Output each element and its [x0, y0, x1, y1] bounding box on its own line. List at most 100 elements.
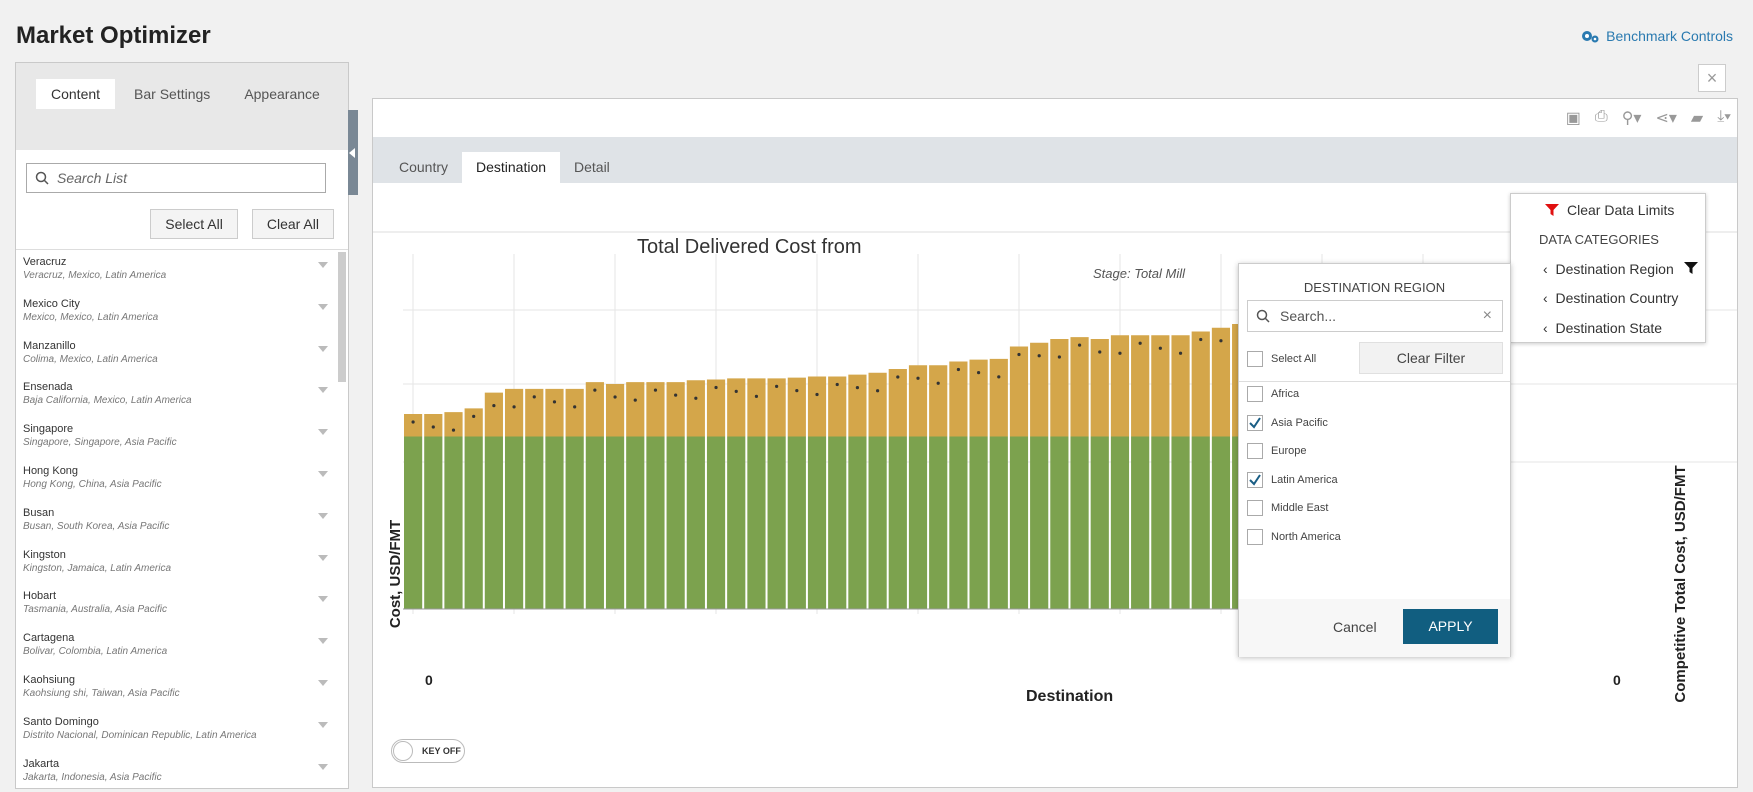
bar-top: [545, 388, 564, 437]
cost-marker: [694, 396, 698, 400]
cost-marker: [451, 428, 456, 432]
cost-marker: [573, 405, 577, 409]
bar-top: [807, 376, 827, 437]
bar-top: [888, 369, 907, 437]
cost-marker: [552, 400, 557, 404]
select-all-checkbox[interactable]: [1247, 351, 1263, 367]
list-item[interactable]: Cartagena Bolivar, Colombia, Latin Americ…: [16, 626, 348, 668]
chevron-down-icon[interactable]: [318, 638, 328, 645]
list-item[interactable]: Jakarta Jakarta, Indonesia, Asia Pacific: [16, 752, 348, 788]
list-item[interactable]: Kingston Kingston, Jamaica, Latin America: [16, 543, 348, 585]
chevron-down-icon[interactable]: [318, 470, 328, 477]
bar-top: [1070, 337, 1089, 437]
chevron-down-icon[interactable]: [318, 512, 328, 519]
tab-appearance[interactable]: Appearance: [244, 86, 320, 102]
bar-top: [444, 412, 463, 437]
tab-destination[interactable]: Destination: [462, 152, 561, 183]
cancel-button[interactable]: Cancel: [1333, 619, 1377, 635]
toggle-knob: [393, 741, 413, 761]
region-checkbox[interactable]: [1247, 471, 1263, 488]
chevron-down-icon[interactable]: [318, 763, 328, 770]
chevron-down-icon[interactable]: [318, 345, 328, 352]
clear-data-limits-button[interactable]: Clear Data Limits: [1545, 202, 1739, 218]
bar-base: [868, 436, 887, 609]
filter-search-input[interactable]: Search... ×: [1247, 300, 1503, 332]
list-item[interactable]: Hobart Tasmania, Australia, Asia Pacific: [16, 584, 348, 626]
clear-search-icon[interactable]: ×: [1482, 307, 1492, 324]
cost-marker: [1138, 341, 1142, 345]
print-icon[interactable]: ⎙: [1594, 108, 1608, 125]
chevron-down-icon[interactable]: [318, 303, 328, 310]
region-label: Africa: [1271, 388, 1300, 400]
pin-icon[interactable]: ⚲▾: [1621, 110, 1642, 127]
folder-icon[interactable]: ▰: [1690, 110, 1704, 127]
select-all-button[interactable]: Select All: [150, 209, 238, 239]
cost-marker: [1077, 343, 1082, 347]
bar-base: [545, 436, 564, 609]
share-icon[interactable]: ⋖▾: [1655, 110, 1677, 127]
clear-all-button[interactable]: Clear All: [251, 209, 334, 239]
bar-base: [565, 436, 584, 609]
bar-top: [484, 392, 503, 437]
list-item[interactable]: Busan Busan, South Korea, Asia Pacific: [16, 501, 348, 543]
cost-marker: [1017, 352, 1021, 357]
close-button[interactable]: ×: [1698, 64, 1726, 92]
list-item[interactable]: Hong Kong Hong Kong, China, Asia Pacific: [16, 459, 348, 501]
bar-base: [464, 436, 483, 609]
region-checkbox[interactable]: [1247, 500, 1263, 516]
tab-bar-settings[interactable]: Bar Settings: [134, 86, 211, 102]
chevron-down-icon[interactable]: [318, 387, 328, 394]
region-checkbox[interactable]: [1247, 528, 1263, 545]
region-checkbox[interactable]: [1247, 386, 1263, 402]
list-item[interactable]: Santo Domingo Distrito Nacional, Dominica…: [16, 710, 348, 752]
bar-base: [1110, 436, 1130, 609]
bar-base: [424, 436, 443, 609]
list-item[interactable]: Mexico City Mexico, Mexico, Latin America: [16, 292, 348, 334]
cost-marker: [512, 405, 516, 409]
list-item[interactable]: Kaohsiung Kaohsiung shi, Taiwan, Asia Pac…: [16, 668, 348, 710]
list-item[interactable]: Singapore Singapore, Singapore, Asia Paci…: [16, 417, 348, 459]
cost-marker: [754, 394, 759, 398]
clear-filter-button[interactable]: Clear Filter: [1359, 342, 1503, 374]
search-icon: [1256, 309, 1270, 323]
filter-icon: [1545, 204, 1559, 216]
list-item[interactable]: Veracruz Veracruz, Mexico, Latin America: [16, 250, 348, 292]
key-toggle[interactable]: KEY OFF: [391, 739, 465, 763]
list-item[interactable]: Ensenada Baja California, Mexico, Latin A…: [16, 375, 348, 417]
bar-top: [868, 372, 887, 437]
list-scrollbar[interactable]: [338, 252, 346, 382]
tab-detail[interactable]: Detail: [574, 159, 610, 175]
list-item[interactable]: Manzanillo Colima, Mexico, Latin America: [16, 334, 348, 376]
cost-marker: [593, 388, 597, 392]
cost-marker: [411, 420, 415, 424]
bar-top: [424, 414, 443, 437]
category-destination-state[interactable]: ‹ Destination State: [1543, 320, 1663, 336]
apply-button[interactable]: APPLY: [1403, 609, 1498, 644]
chevron-down-icon[interactable]: [318, 554, 328, 561]
save-icon[interactable]: ▣: [1565, 110, 1581, 127]
chevron-down-icon[interactable]: [318, 596, 328, 603]
bar-base: [504, 436, 524, 609]
chevron-down-icon[interactable]: [318, 262, 328, 268]
chevron-down-icon[interactable]: [318, 679, 328, 686]
tab-content[interactable]: Content: [36, 79, 116, 109]
chevron-down-icon[interactable]: [318, 721, 328, 728]
bar-top: [565, 388, 584, 437]
region-label: Asia Pacific: [1271, 416, 1328, 429]
cost-marker: [835, 382, 839, 387]
chevron-down-icon[interactable]: [318, 429, 328, 436]
bar-base: [888, 436, 907, 609]
region-checkbox[interactable]: [1247, 414, 1263, 431]
category-destination-country[interactable]: ‹ Destination Country: [1543, 290, 1679, 306]
benchmark-controls-link[interactable]: Benchmark Controls: [1580, 28, 1733, 44]
region-checkbox[interactable]: [1247, 443, 1263, 459]
chart-subtitle: Stage: Total Mill: [1093, 266, 1186, 281]
bar-top: [585, 382, 604, 437]
bar-base: [1171, 436, 1190, 609]
search-input[interactable]: Search List: [26, 163, 326, 193]
bar-top: [848, 374, 867, 437]
collapse-panel-handle[interactable]: [348, 110, 358, 195]
download-icon[interactable]: ⤓▾: [1717, 108, 1731, 125]
tab-country[interactable]: Country: [399, 159, 449, 175]
category-destination-region[interactable]: ‹ Destination Region: [1543, 261, 1737, 277]
